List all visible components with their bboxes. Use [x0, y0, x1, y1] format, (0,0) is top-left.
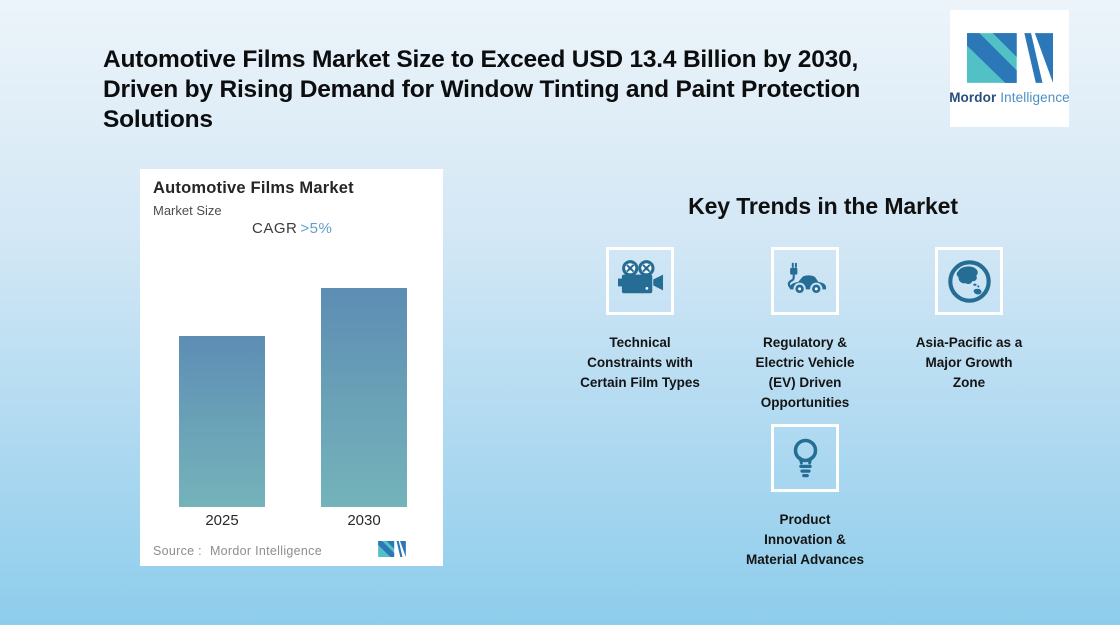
cagr-value: >5%	[300, 220, 333, 237]
trend-label: Asia-Pacific as a Major Growth Zone	[915, 335, 1023, 390]
logo-word-intelligence: Intelligence	[1000, 89, 1070, 105]
source-value: Mordor Intelligence	[209, 544, 322, 558]
globe-icon	[947, 259, 991, 303]
key-trends-heading: Key Trends in the Market	[688, 193, 958, 219]
trend-item-ev-opportunities: Regulatory & Electric Vehicle (EV) Drive…	[728, 247, 882, 413]
mordor-logo-icon-small	[378, 541, 406, 557]
trend-item-asia-pacific-growth: Asia-Pacific as a Major Growth Zone	[892, 247, 1046, 393]
logo-word-mordor: Mordor	[949, 89, 997, 105]
trend-icon-box	[771, 424, 839, 492]
market-size-chart-card: Automotive Films Market Market Size CAGR…	[140, 169, 443, 566]
mordor-logo-icon	[966, 32, 1053, 83]
lightbulb-icon	[793, 438, 817, 477]
x-axis-label-2025: 2025	[205, 512, 239, 529]
trend-label: Product Innovation & Material Advances	[745, 512, 865, 567]
mordor-logo-wordmark: Mordor Intelligence	[949, 90, 1070, 105]
page-title: Automotive Films Market Size to Exceed U…	[103, 45, 923, 135]
trend-icon-box	[606, 247, 674, 315]
trend-icon-box	[771, 247, 839, 315]
cagr-annotation: CAGR >5%	[252, 220, 332, 237]
page-title-line-2: Driven by Rising Demand for Window Tinti…	[103, 76, 861, 103]
trend-item-product-innovation: Product Innovation & Material Advances	[728, 424, 882, 570]
page-title-line-3: Solutions	[103, 106, 213, 133]
chart-title: Automotive Films Market	[153, 179, 354, 197]
source-label: Source :	[153, 544, 202, 558]
bar-2025	[179, 336, 265, 507]
ev-car-icon	[787, 262, 826, 293]
bar-2030	[321, 288, 407, 507]
trend-label: Technical Constraints with Certain Film …	[580, 335, 700, 390]
x-axis-label-2030: 2030	[347, 512, 381, 529]
trend-label: Regulatory & Electric Vehicle (EV) Drive…	[755, 335, 855, 410]
cagr-label: CAGR	[252, 220, 298, 237]
trend-item-technical-constraints: Technical Constraints with Certain Film …	[563, 247, 717, 393]
trend-icon-box	[935, 247, 1003, 315]
chart-source: Source : Mordor Intelligence	[153, 544, 322, 558]
page-title-line-1: Automotive Films Market Size to Exceed U…	[103, 46, 859, 73]
mordor-intelligence-logo: Mordor Intelligence	[949, 10, 1070, 127]
chart-subtitle: Market Size	[153, 203, 222, 218]
video-camera-icon	[617, 259, 663, 293]
